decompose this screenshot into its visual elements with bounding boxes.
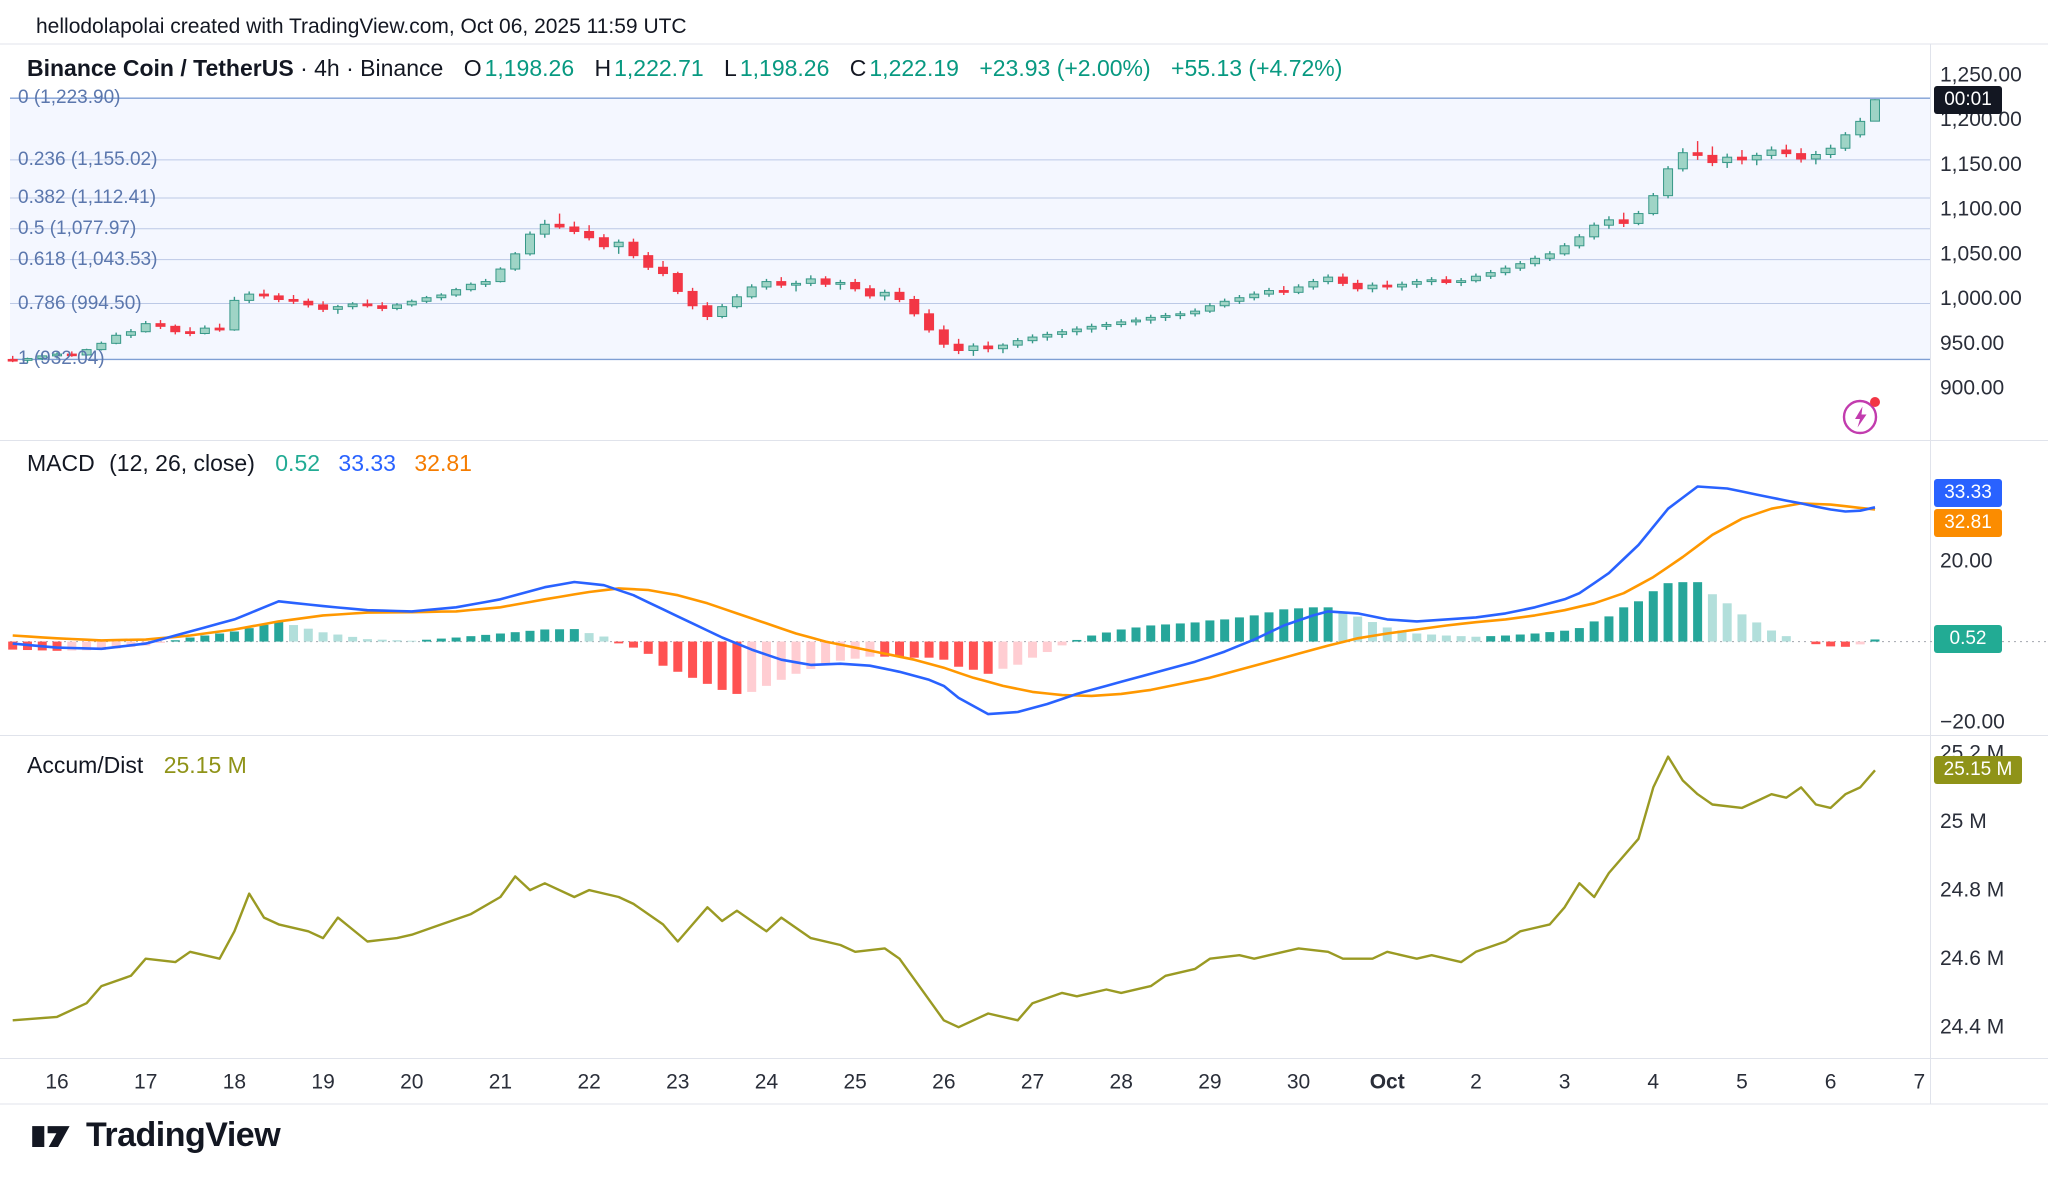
legend-separator: · (300, 55, 308, 81)
time-tick: Oct (1370, 1071, 1405, 1094)
price-tick: 1,000.00 (1940, 287, 2022, 310)
price-tick: 1,100.00 (1940, 198, 2022, 221)
macd-signal-value: 32.81 (414, 450, 472, 476)
fib-level-label[interactable]: 0.236 (1,155.02) (18, 148, 158, 170)
time-tick: 4 (1647, 1071, 1659, 1094)
candlestick-series (7, 99, 1880, 364)
time-tick: 5 (1736, 1071, 1748, 1094)
price-tick: 900.00 (1940, 377, 2004, 400)
quick-trade-button[interactable] (1838, 393, 1884, 439)
fib-level-label[interactable]: 0.382 (1,112.41) (18, 186, 157, 208)
time-tick: 20 (400, 1071, 423, 1094)
time-tick: 18 (223, 1071, 246, 1094)
price-tick: 1,150.00 (1940, 153, 2022, 176)
price-axis[interactable] (1930, 44, 2048, 1058)
close-value: 1,222.19 (869, 55, 959, 81)
accdist-tick: 25 M (1940, 810, 1987, 833)
macd-line (12, 485, 1876, 716)
macd-tick: 20.00 (1940, 550, 1993, 573)
accdist-tick: 24.6 M (1940, 947, 2004, 970)
bar-countdown-badge: 00:01 (1934, 85, 2002, 114)
price-tick: 1,200.00 (1940, 108, 2022, 131)
macd-hist-value: 0.52 (275, 450, 321, 476)
close-key: C (849, 55, 867, 81)
time-tick: 16 (45, 1071, 68, 1094)
legend-separator: · (346, 55, 354, 81)
time-tick: 23 (666, 1071, 689, 1094)
accdist-value: 25.15 M (163, 752, 247, 778)
accdist-tick: 24.8 M (1940, 879, 2004, 902)
price-tick: 1,250.00 (1940, 63, 2022, 86)
brand-text: TradingView (86, 1116, 281, 1154)
time-tick: 29 (1198, 1071, 1221, 1094)
change-value: +23.93 (+2.00%) (979, 55, 1151, 81)
macd-line-badge: 33.33 (1934, 479, 2002, 508)
macd-params: (12, 26, close) (109, 450, 255, 476)
open-value: 1,198.26 (484, 55, 575, 81)
macd-legend[interactable]: MACD (12, 26, close) 0.52 33.33 32.81 (27, 450, 472, 477)
open-key: O (463, 55, 482, 81)
accdist-series (12, 755, 1876, 1029)
price-tick: 950.00 (1940, 332, 2004, 355)
macd-line-value: 33.33 (338, 450, 396, 476)
accdist-badge: 25.15 M (1934, 756, 2022, 785)
macd-signal-line (12, 502, 1876, 698)
macd-hist-badge: 0.52 (1934, 625, 2002, 654)
fib-level-label[interactable]: 0.786 (994.50) (18, 292, 142, 314)
time-tick: 7 (1913, 1071, 1925, 1094)
time-tick: 19 (311, 1071, 334, 1094)
symbol-legend[interactable]: Binance Coin / TetherUS · 4h · Binance O… (27, 55, 1342, 82)
time-tick: 3 (1559, 1071, 1571, 1094)
time-tick: 17 (134, 1071, 157, 1094)
time-tick: 28 (1110, 1071, 1133, 1094)
fib-level-label[interactable]: 0.618 (1,043.53) (18, 248, 158, 270)
high-value: 1,222.71 (614, 55, 704, 81)
extended-change-value: +55.13 (+4.72%) (1171, 55, 1343, 81)
symbol-name: Binance Coin / TetherUS (27, 55, 294, 81)
low-key: L (724, 55, 737, 81)
time-tick: 26 (932, 1071, 955, 1094)
accdist-legend[interactable]: Accum/Dist 25.15 M (27, 752, 247, 779)
accdist-tick: 24.4 M (1940, 1016, 2004, 1039)
time-axis[interactable] (0, 1058, 2048, 1104)
time-tick: 27 (1021, 1071, 1044, 1094)
macd-series (8, 485, 2048, 716)
fib-level-label[interactable]: 1 (932.04) (18, 348, 105, 370)
tradingview-logo[interactable]: TradingView (30, 1116, 281, 1155)
lightning-icon (1842, 397, 1880, 435)
macd-tick: −20.00 (1940, 711, 2005, 734)
macd-signal-badge: 32.81 (1934, 509, 2002, 538)
attribution-text: hellodolapolai created with TradingView.… (36, 15, 687, 38)
exchange-label: Binance (360, 55, 444, 81)
time-tick: 2 (1470, 1071, 1482, 1094)
time-tick: 30 (1287, 1071, 1310, 1094)
low-value: 1,198.26 (739, 55, 830, 81)
price-tick: 1,050.00 (1940, 242, 2022, 265)
time-tick: 24 (755, 1071, 779, 1094)
accdist-line (12, 755, 1876, 1029)
tradingview-icon (32, 1125, 70, 1147)
time-tick: 22 (577, 1071, 600, 1094)
interval-label: 4h (314, 55, 340, 81)
fib-level-label[interactable]: 0.5 (1,077.97) (18, 217, 137, 239)
time-tick: 6 (1825, 1071, 1837, 1094)
macd-title: MACD (27, 450, 95, 476)
high-key: H (594, 55, 612, 81)
fib-level-label[interactable]: 0 (1,223.90) (18, 87, 121, 109)
notification-dot (1870, 397, 1880, 407)
accdist-title: Accum/Dist (27, 752, 144, 778)
time-tick: 25 (843, 1071, 866, 1094)
time-tick: 21 (489, 1071, 512, 1094)
fib-retracement (10, 97, 1930, 361)
